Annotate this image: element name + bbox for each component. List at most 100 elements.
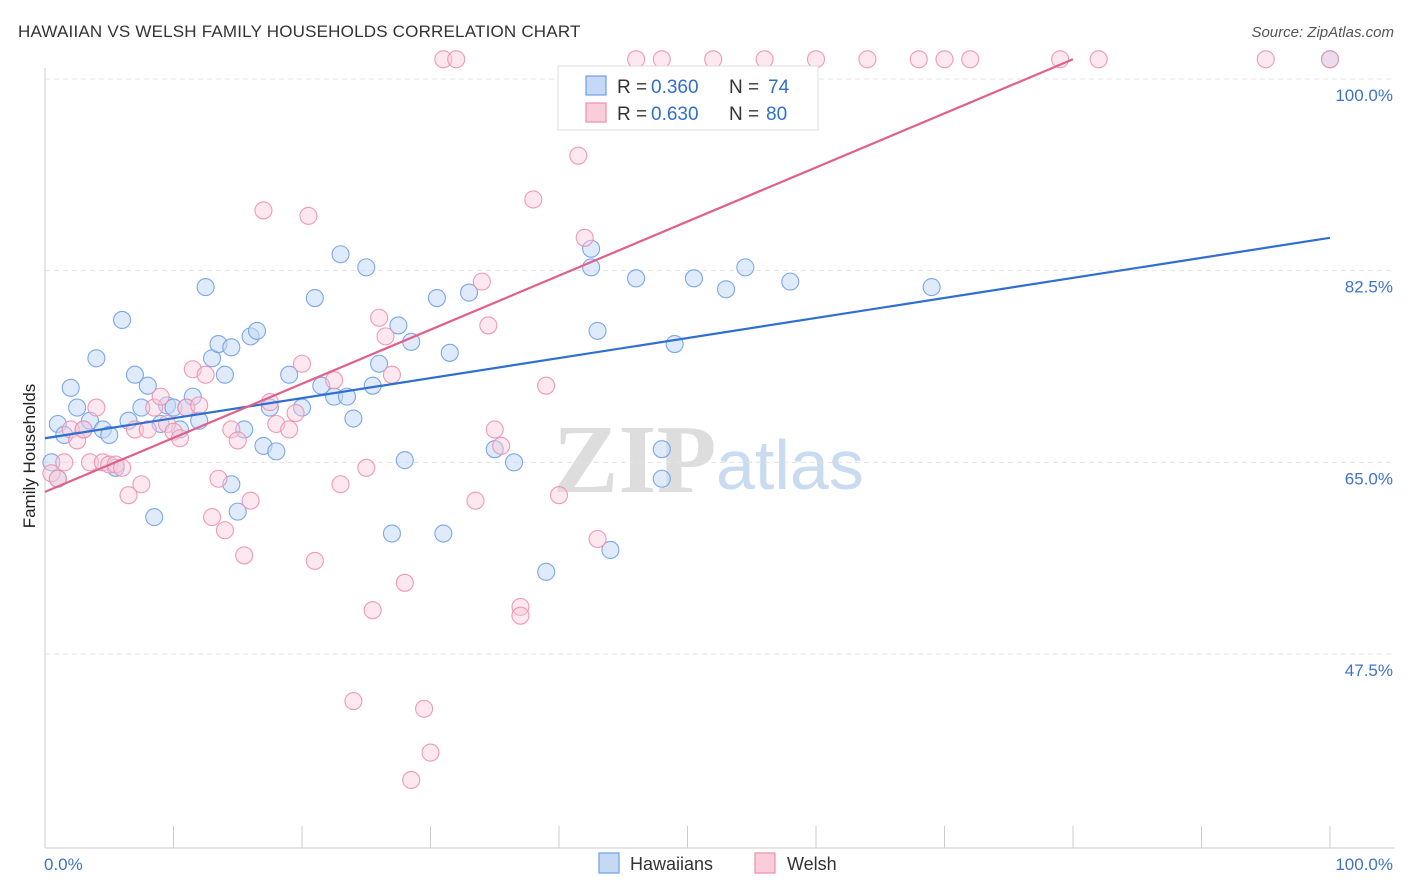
point-welsh <box>254 201 273 220</box>
point-hawaiians <box>280 365 299 384</box>
point-hawaiians <box>113 310 132 330</box>
point-hawaiians <box>395 451 414 470</box>
zipatlas-watermark: ZIP atlas <box>553 406 864 514</box>
point-hawaiians <box>228 502 247 521</box>
point-welsh <box>569 146 588 165</box>
point-hawaiians <box>138 376 157 395</box>
point-welsh <box>68 431 87 450</box>
point-hawaiians <box>61 378 80 397</box>
point-hawaiians <box>736 258 755 277</box>
point-welsh <box>485 420 504 439</box>
point-welsh <box>119 486 138 505</box>
legend-swatch-hawaiians <box>585 75 607 96</box>
point-hawaiians <box>215 365 234 384</box>
point-welsh <box>402 770 421 790</box>
point-hawaiians <box>87 349 106 368</box>
point-welsh <box>466 491 485 510</box>
watermark-atlas: atlas <box>716 426 864 504</box>
legend-n-value-hawaiians: 74 <box>768 77 790 98</box>
point-welsh <box>909 50 928 69</box>
point-welsh <box>215 521 234 540</box>
tick-labels: 47.5% 65.0% 82.5% 100.0% 0.0% 100.0% <box>44 86 1393 874</box>
legend-r-value-welsh: 0.630 <box>651 104 699 125</box>
grid-lines <box>45 78 1395 655</box>
trend-line-welsh <box>44 58 1074 493</box>
point-welsh <box>1089 50 1108 69</box>
legend-n-value-welsh: 80 <box>766 104 787 125</box>
bottom-legend-label-welsh: Welsh <box>787 854 837 874</box>
point-hawaiians <box>459 283 479 302</box>
point-hawaiians <box>305 288 324 308</box>
point-welsh <box>588 529 607 549</box>
source-credit: Source: ZipAtlas.com <box>1251 24 1394 41</box>
point-welsh <box>280 420 299 439</box>
chart-title: HAWAIIAN VS WELSH FAMILY HOUSEHOLDS CORR… <box>18 22 581 41</box>
point-welsh <box>492 436 511 455</box>
y-tick-label: 47.5% <box>1345 661 1393 680</box>
point-welsh <box>292 354 312 373</box>
point-hawaiians <box>652 440 671 459</box>
point-welsh <box>190 396 209 415</box>
y-tick-label: 65.0% <box>1345 469 1393 488</box>
point-welsh <box>132 475 151 494</box>
point-hawaiians <box>132 398 151 417</box>
legend-r-label-welsh: R = <box>617 104 647 125</box>
point-hawaiians <box>537 562 556 581</box>
point-hawaiians <box>357 258 376 277</box>
point-welsh <box>325 371 344 390</box>
data-points <box>42 50 1340 790</box>
point-welsh <box>138 420 157 439</box>
point-welsh <box>652 50 671 69</box>
point-hawaiians <box>370 354 389 373</box>
point-welsh <box>145 398 164 417</box>
bottom-legend-label-hawaiians: Hawaiians <box>630 854 713 874</box>
point-welsh <box>575 228 594 247</box>
point-welsh <box>704 50 723 69</box>
point-welsh <box>395 573 414 592</box>
point-hawaiians <box>42 453 61 472</box>
y-tick-label: 100.0% <box>1335 86 1393 105</box>
legend-r-label-hawaiians: R = <box>617 77 647 98</box>
point-welsh <box>74 420 93 439</box>
point-hawaiians <box>267 442 286 461</box>
point-hawaiians <box>627 269 646 288</box>
point-welsh <box>151 387 170 406</box>
correlation-legend: R = 0.360 N = 74 R = 0.630 N = 80 <box>557 65 819 131</box>
point-welsh <box>196 365 215 384</box>
point-hawaiians <box>427 288 446 308</box>
bottom-legend-swatch-hawaiians <box>598 852 620 874</box>
point-welsh <box>479 316 498 335</box>
point-welsh <box>363 601 382 620</box>
point-welsh <box>344 692 363 711</box>
point-hawaiians <box>716 280 736 299</box>
point-hawaiians <box>125 365 144 384</box>
x-tick-label-min: 0.0% <box>44 855 83 874</box>
point-hawaiians <box>382 524 402 543</box>
point-hawaiians <box>196 278 215 297</box>
point-hawaiians <box>222 338 241 357</box>
legend-n-label-hawaiians: N = <box>729 77 759 98</box>
point-welsh <box>376 327 395 346</box>
legend-n-label-welsh: N = <box>729 104 759 125</box>
trend-lines <box>44 58 1331 493</box>
point-welsh <box>421 743 440 762</box>
point-welsh <box>55 453 74 472</box>
point-welsh <box>858 50 877 69</box>
point-welsh <box>447 50 466 69</box>
point-welsh <box>549 486 569 505</box>
point-welsh <box>370 308 389 327</box>
point-welsh <box>203 508 222 527</box>
point-hawaiians <box>434 524 453 543</box>
y-tick-label: 82.5% <box>1345 278 1393 297</box>
point-hawaiians <box>582 239 601 258</box>
point-welsh <box>299 206 318 225</box>
point-welsh <box>228 431 247 450</box>
point-hawaiians <box>781 272 800 291</box>
legend-swatch-welsh <box>585 102 607 123</box>
point-hawaiians <box>588 321 607 340</box>
point-welsh <box>222 420 241 439</box>
point-hawaiians <box>68 398 87 417</box>
point-hawaiians <box>145 508 164 527</box>
point-welsh <box>80 453 100 472</box>
